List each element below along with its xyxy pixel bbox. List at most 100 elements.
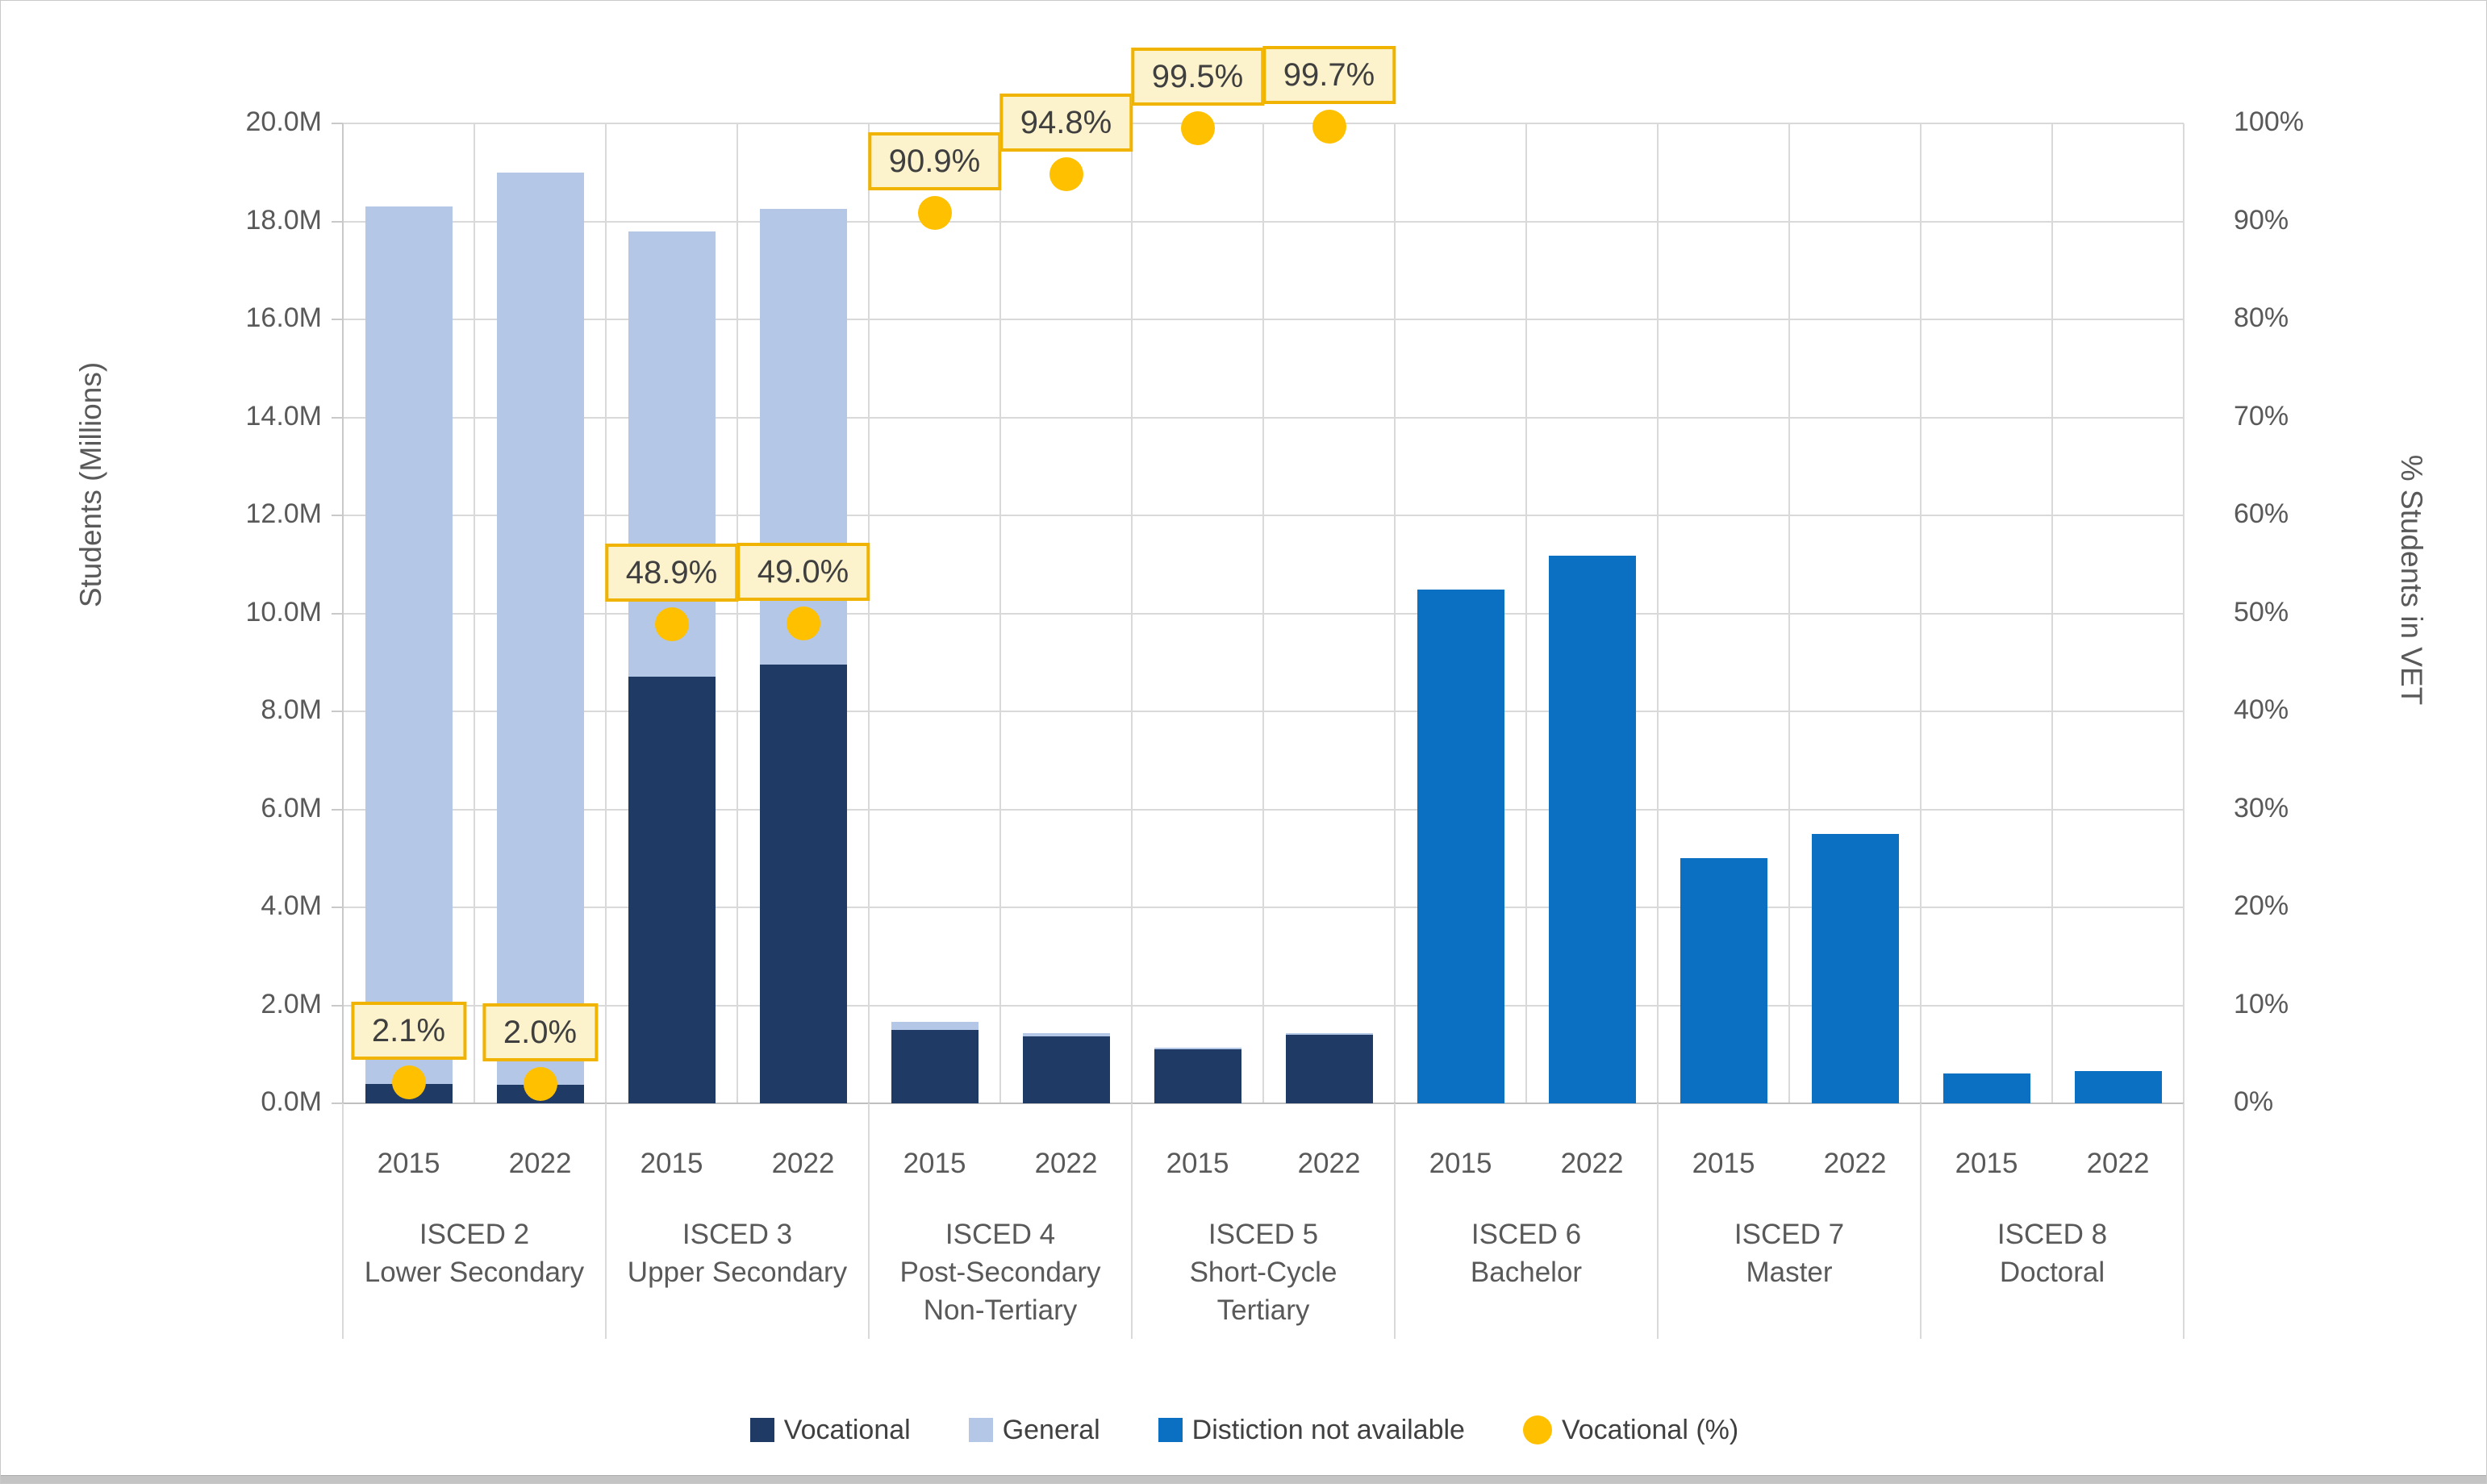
bar-segment-general <box>1022 1033 1110 1037</box>
x-axis-group-label: ISCED 7 Master <box>1658 1215 1921 1291</box>
left-axis-tick <box>332 1004 343 1007</box>
left-axis-tick-label: 20.0M <box>245 106 323 137</box>
left-axis-tick <box>332 319 343 320</box>
bar-segment-distinction-not-available <box>2074 1070 2162 1103</box>
x-axis-group-label: ISCED 8 Doctoral <box>1921 1215 2184 1291</box>
bar-segment-vocational <box>1022 1036 1110 1103</box>
vertical-gridline <box>605 123 607 1103</box>
vocational-pct-dot <box>523 1066 557 1101</box>
bar-segment-vocational <box>1285 1034 1373 1103</box>
vocational-pct-dot <box>1049 157 1083 192</box>
legend: Vocational General Distiction not availabl… <box>1 1406 2486 1454</box>
right-axis-title: % Students in VET <box>2395 454 2428 706</box>
group-label-line: Short-Cycle <box>1189 1257 1337 1288</box>
vocational-pct-data-label: 2.0% <box>482 1003 599 1061</box>
right-axis-tick-label: 80% <box>2234 302 2289 333</box>
left-axis-tick <box>332 220 343 223</box>
x-axis-year-label: 2022 <box>1034 1148 1098 1179</box>
x-axis-year-label: 2022 <box>1823 1148 1887 1179</box>
legend-item-label: Vocational (%) <box>1561 1414 1739 1445</box>
vocational-pct-data-label: 2.1% <box>350 1002 467 1061</box>
right-axis-tick-label: 100% <box>2234 106 2304 137</box>
vertical-gridline <box>1920 123 1922 1103</box>
group-label-line: ISCED 5 <box>1208 1219 1319 1250</box>
vertical-gridline <box>2183 123 2184 1103</box>
group-label-line: ISCED 2 <box>419 1219 530 1250</box>
right-axis-tick-label: 10% <box>2234 988 2289 1019</box>
x-axis-group-label: ISCED 3 Upper Secondary <box>606 1215 869 1291</box>
bar-segment-vocational <box>891 1029 979 1103</box>
bar-segment-distinction-not-available <box>1680 858 1767 1103</box>
left-axis-tick-label: 12.0M <box>245 498 323 529</box>
window-bottom-edge <box>1 1475 2486 1483</box>
left-axis-tick-label: 18.0M <box>245 204 323 236</box>
group-label-line: ISCED 3 <box>682 1219 793 1250</box>
left-axis-line <box>342 123 344 1103</box>
left-axis-tick <box>332 123 343 124</box>
left-axis-tick-label: 0.0M <box>261 1086 322 1117</box>
vertical-gridline <box>474 123 475 1103</box>
category-separator <box>1657 1103 1659 1339</box>
x-axis-year-label: 2015 <box>1166 1148 1229 1179</box>
vocational-pct-dot <box>1312 109 1346 144</box>
vertical-gridline <box>1788 123 1790 1103</box>
x-axis-year-label: 2015 <box>1429 1148 1492 1179</box>
vertical-gridline <box>1131 123 1133 1103</box>
right-axis-tick-label: 0% <box>2234 1086 2274 1117</box>
legend-item-label: Vocational <box>783 1414 911 1445</box>
right-axis-tick-label: 40% <box>2234 694 2289 725</box>
bar-segment-distinction-not-available <box>1417 590 1504 1103</box>
bar-segment-vocational <box>1154 1049 1241 1103</box>
group-label-line: Upper Secondary <box>627 1257 848 1288</box>
group-label-line: Doctoral <box>1999 1257 2105 1288</box>
x-axis-group-label: ISCED 4 Post-Secondary Non-Tertiary <box>869 1215 1132 1329</box>
left-axis-tick-label: 6.0M <box>261 792 322 823</box>
group-label-line: Tertiary <box>1216 1294 1310 1326</box>
x-axis-year-label: 2015 <box>1955 1148 2018 1179</box>
legend-item-label: Distiction not available <box>1191 1414 1465 1445</box>
bar-segment-distinction-not-available <box>1548 556 1636 1103</box>
legend-item-general: General <box>968 1414 1100 1446</box>
x-axis-year-label: 2015 <box>640 1148 703 1179</box>
group-label-line: Non-Tertiary <box>923 1294 1078 1326</box>
left-axis-tick <box>332 808 343 811</box>
right-axis-tick-label: 70% <box>2234 400 2289 431</box>
legend-item-vocational: Vocational <box>749 1414 911 1446</box>
vertical-gridline <box>999 123 1001 1103</box>
category-separator <box>1394 1103 1396 1339</box>
vocational-pct-dot <box>786 606 820 640</box>
x-axis-year-label: 2022 <box>1297 1148 1361 1179</box>
left-axis-tick <box>332 1103 343 1104</box>
vocational-pct-data-label: 99.5% <box>1130 48 1265 106</box>
group-label-line: Master <box>1746 1257 1833 1288</box>
x-axis-year-label: 2022 <box>1560 1148 1624 1179</box>
bar-segment-general <box>628 231 716 677</box>
group-label-line: ISCED 8 <box>1997 1219 2108 1250</box>
legend-item-distiction-not-available: Distiction not available <box>1158 1415 1465 1446</box>
vertical-gridline <box>1394 123 1396 1103</box>
vertical-gridline <box>868 123 870 1103</box>
legend-square-marker-icon <box>749 1418 774 1442</box>
group-label-line: ISCED 6 <box>1471 1219 1582 1250</box>
x-axis-year-label: 2015 <box>903 1148 966 1179</box>
legend-item-label: General <box>1002 1414 1100 1445</box>
x-axis-year-label: 2015 <box>1692 1148 1755 1179</box>
legend-square-marker-icon <box>1158 1418 1183 1442</box>
category-separator <box>868 1103 870 1339</box>
group-label-line: ISCED 7 <box>1734 1219 1845 1250</box>
x-axis-line <box>343 1103 2184 1104</box>
vocational-pct-data-label: 94.8% <box>999 94 1133 152</box>
group-label-line: Bachelor <box>1470 1257 1583 1288</box>
right-axis-tick-label: 50% <box>2234 596 2289 627</box>
vertical-gridline <box>1262 123 1264 1103</box>
vocational-pct-data-label: 99.7% <box>1262 45 1396 104</box>
bar-segment-general <box>365 206 453 1085</box>
legend-item-vocational-: Vocational (%) <box>1522 1414 1739 1446</box>
left-axis-tick-label: 2.0M <box>261 988 322 1019</box>
vertical-gridline <box>1657 123 1659 1103</box>
legend-square-marker-icon <box>968 1418 993 1442</box>
bar-segment-general <box>496 172 584 1085</box>
vertical-gridline <box>737 123 738 1103</box>
category-separator <box>342 1103 344 1339</box>
